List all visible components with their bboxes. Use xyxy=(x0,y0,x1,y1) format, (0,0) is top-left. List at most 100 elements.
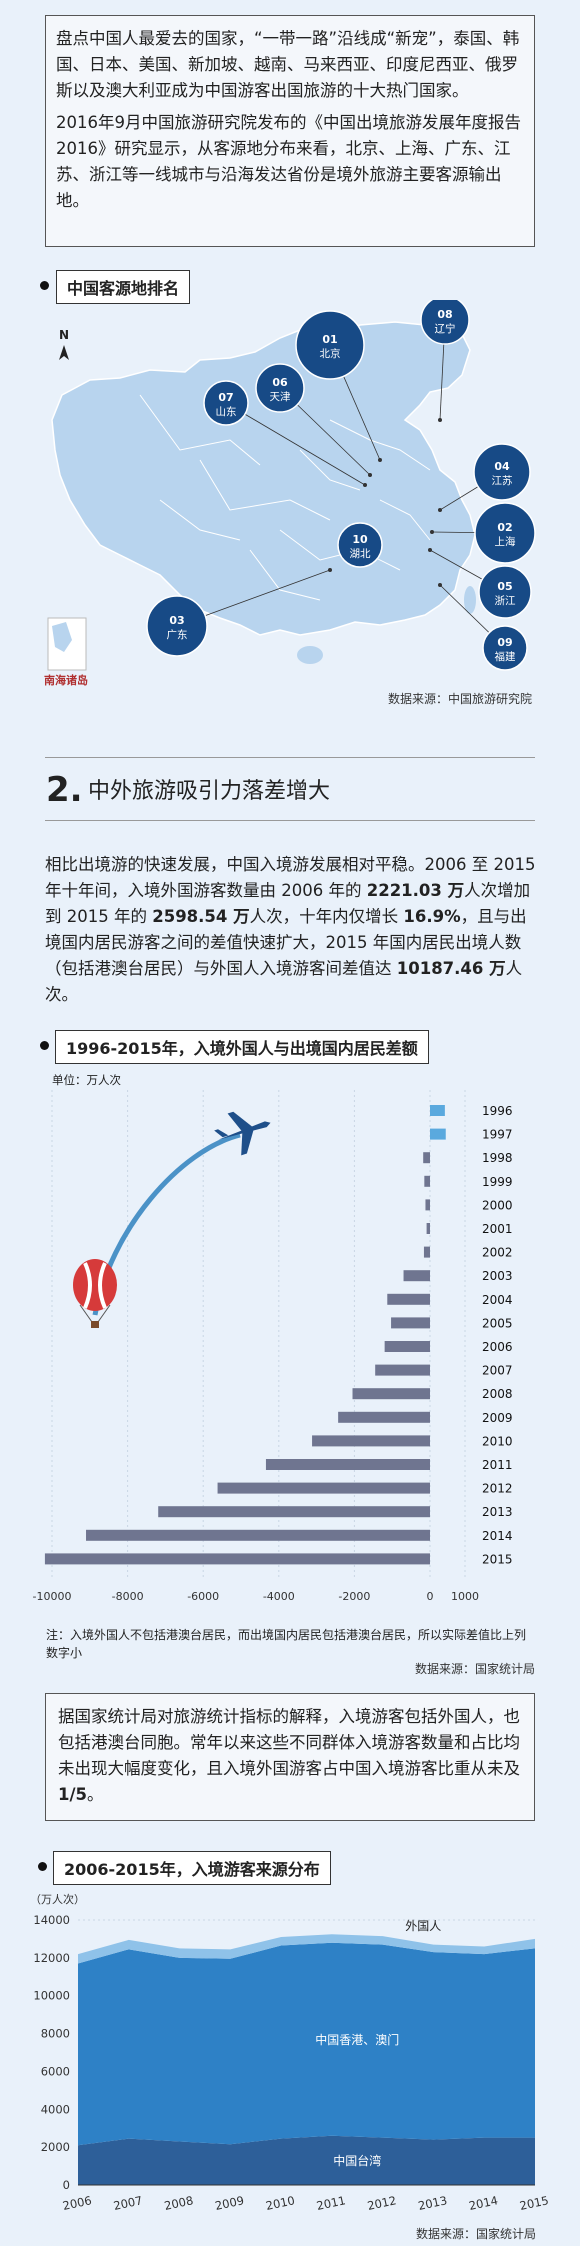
area-xtick-2014: 2014 xyxy=(468,2193,500,2213)
bar-label-2004: 2004 xyxy=(482,1293,513,1307)
map-rank-08-province: 辽宁 xyxy=(435,322,456,335)
bar-label-2007: 2007 xyxy=(482,1364,513,1378)
bar-1996 xyxy=(430,1105,445,1116)
bar-2006 xyxy=(384,1341,430,1352)
hainan-shape xyxy=(297,646,323,664)
bar-2015 xyxy=(44,1553,431,1565)
section2-paragraph: 相比出境游的快速发展，中国入境游发展相对平稳。2006 至 2015 年十年间，… xyxy=(45,855,536,1004)
area-xtick-2006: 2006 xyxy=(61,2193,93,2213)
map-rank-07-circle xyxy=(203,380,249,426)
map-rank-02-province: 上海 xyxy=(495,535,516,548)
bar-2013 xyxy=(158,1506,430,1518)
bar-label-2008: 2008 xyxy=(482,1387,513,1401)
area-xtick-2012: 2012 xyxy=(366,2193,398,2213)
bar-2007 xyxy=(375,1364,430,1376)
area-xtick-2015: 2015 xyxy=(518,2193,550,2213)
map-rank-09-circle xyxy=(482,625,528,671)
bar-chart-source: 数据来源：国家统计局 xyxy=(415,1662,536,1676)
map-rank-08-dot xyxy=(438,418,442,422)
bar-2008 xyxy=(352,1388,430,1400)
bar-2000 xyxy=(425,1199,430,1211)
map-rank-10-province: 湖北 xyxy=(350,548,371,560)
bar-2003 xyxy=(403,1270,430,1282)
bar-label-1998: 1998 xyxy=(482,1151,513,1165)
bar-2009 xyxy=(338,1411,430,1423)
value-growth: 16.9% xyxy=(403,907,461,926)
airplane-icon xyxy=(214,1111,271,1156)
bar-label-2013: 2013 xyxy=(482,1505,513,1519)
bar-2002 xyxy=(423,1246,430,1258)
bar-tick--8000: -8000 xyxy=(112,1590,144,1603)
bar-chart-unit: 单位：万人次 xyxy=(52,1073,121,1087)
bar-2001 xyxy=(426,1223,430,1234)
bar-chart-title: 1996-2015年，入境外国人与出境国内居民差额 xyxy=(55,1030,429,1064)
bar-tick--10000: -10000 xyxy=(33,1590,72,1603)
bar-2005 xyxy=(391,1317,430,1329)
map-rank-05-dot xyxy=(428,548,432,552)
map-rank-02-circle xyxy=(474,502,536,564)
bar-chart-note: 注：入境外国人不包括港澳台居民，而出境国内居民包括港澳台居民，所以实际差值比上列… xyxy=(46,1628,527,1660)
map-rank-06-marker: 06 天津 xyxy=(255,363,305,413)
north-arrow-icon xyxy=(59,345,69,360)
value-2006-visitors: 2221.03 万 xyxy=(366,881,465,900)
map-rank-03-dot xyxy=(328,568,332,572)
map-rank-07-province: 山东 xyxy=(216,405,237,418)
section-bullet xyxy=(38,1862,47,1871)
map-rank-04-dot xyxy=(438,508,442,512)
area-ytick-2000: 2000 xyxy=(41,2140,70,2154)
area-xtick-2011: 2011 xyxy=(315,2193,347,2213)
map-rank-09-province: 福建 xyxy=(495,650,516,663)
bar-tick-1000: 1000 xyxy=(451,1590,479,1603)
map-rank-01-dot xyxy=(378,458,382,462)
value-difference: 10187.46 万 xyxy=(396,959,506,978)
area-series-label-2: 外国人 xyxy=(405,1919,441,1933)
bar-label-2012: 2012 xyxy=(482,1482,513,1496)
bar-2012 xyxy=(217,1482,430,1494)
area-xtick-2013: 2013 xyxy=(417,2193,449,2213)
section-underline xyxy=(45,820,535,821)
area-series-label-1: 中国香港、澳门 xyxy=(315,2032,399,2047)
bar-label-2010: 2010 xyxy=(482,1434,513,1448)
value-2015-visitors: 2598.54 万 xyxy=(152,907,250,926)
area-ytick-8000: 8000 xyxy=(41,2027,70,2041)
bar-1999 xyxy=(424,1175,430,1187)
bar-1998 xyxy=(423,1152,430,1164)
map-rank-09-dot xyxy=(438,583,442,587)
map-rank-10-marker: 10 湖北 xyxy=(337,522,383,568)
area-chart: （万人次） 0 2000 4000 6000 8000 10000 12000 14000 中国台… xyxy=(30,1892,550,2213)
info-box: 据国家统计局对旅游统计指标的解释，入境游客包括外国人，也包括港澳台同胞。常年以来… xyxy=(45,1693,535,1821)
map-rank-08-number: 08 xyxy=(437,308,452,321)
area-ylabel: （万人次） xyxy=(30,1892,85,1906)
map-rank-07-dot xyxy=(363,483,367,487)
area-ytick-14000: 14000 xyxy=(33,1913,70,1927)
map-rank-01-province: 北京 xyxy=(320,347,341,360)
area-series-中国台湾 xyxy=(78,2135,535,2185)
map-rank-04-number: 04 xyxy=(494,460,510,473)
south-sea-label: 南海诸岛 xyxy=(44,674,88,687)
bar-tick--2000: -2000 xyxy=(338,1590,370,1603)
bar-2004 xyxy=(387,1293,430,1305)
bar-2014 xyxy=(86,1529,431,1541)
map-rank-05-circle xyxy=(478,565,532,619)
section-title: 中外旅游吸引力落差增大 xyxy=(88,779,331,804)
bar-tick-0: 0 xyxy=(427,1590,434,1603)
hot-air-balloon-icon xyxy=(73,1259,117,1328)
map-rank-05-marker: 05 浙江 xyxy=(478,565,532,619)
area-series-中国香港、澳门 xyxy=(78,1942,535,2146)
bar-1997 xyxy=(430,1128,446,1140)
bar-label-2011: 2011 xyxy=(482,1458,513,1472)
bar-2010 xyxy=(312,1435,430,1447)
map-rank-01-number: 01 xyxy=(322,333,337,346)
bar-label-2006: 2006 xyxy=(482,1340,513,1354)
divider-line xyxy=(45,757,535,758)
bar-label-1999: 1999 xyxy=(482,1175,513,1189)
map-rank-06-dot xyxy=(368,473,372,477)
section-bullet xyxy=(40,1041,49,1050)
map-rank-05-number: 05 xyxy=(497,580,512,593)
bar-tick--6000: -6000 xyxy=(187,1590,219,1603)
